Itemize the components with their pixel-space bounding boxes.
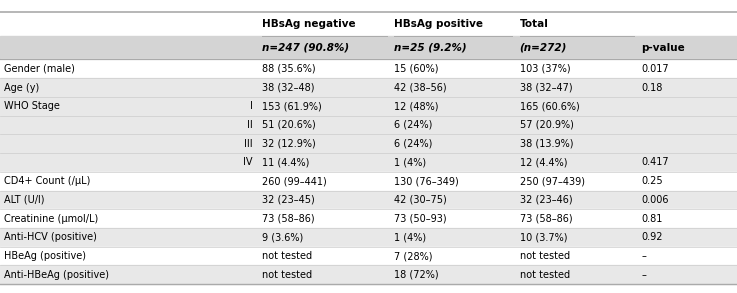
Bar <box>0 209 737 228</box>
Text: Gender (male): Gender (male) <box>4 64 74 74</box>
Text: 165 (60.6%): 165 (60.6%) <box>520 101 579 111</box>
Text: not tested: not tested <box>262 251 312 261</box>
Bar <box>0 153 737 172</box>
Text: ALT (U/l): ALT (U/l) <box>4 195 44 205</box>
Text: IV: IV <box>243 157 253 167</box>
Bar <box>0 228 737 247</box>
Bar <box>0 59 737 78</box>
Text: –: – <box>641 251 646 261</box>
Text: CD4+ Count (/μL): CD4+ Count (/μL) <box>4 176 90 186</box>
Text: 0.81: 0.81 <box>641 214 663 224</box>
Text: 0.18: 0.18 <box>641 83 663 93</box>
Text: 57 (20.9%): 57 (20.9%) <box>520 120 573 130</box>
Text: 38 (32–48): 38 (32–48) <box>262 83 314 93</box>
Text: 10 (3.7%): 10 (3.7%) <box>520 232 567 242</box>
Bar <box>0 78 737 97</box>
Text: 1 (4%): 1 (4%) <box>394 232 427 242</box>
Text: 7 (28%): 7 (28%) <box>394 251 433 261</box>
Text: 0.92: 0.92 <box>641 232 663 242</box>
Text: not tested: not tested <box>520 251 570 261</box>
Text: 0.417: 0.417 <box>641 157 668 167</box>
Text: 6 (24%): 6 (24%) <box>394 139 433 149</box>
Bar <box>0 172 737 190</box>
Bar <box>0 265 737 284</box>
Text: n=247 (90.8%): n=247 (90.8%) <box>262 43 349 53</box>
Text: 73 (58–86): 73 (58–86) <box>520 214 572 224</box>
Text: (n=272): (n=272) <box>520 43 567 53</box>
Text: HBsAg negative: HBsAg negative <box>262 19 355 29</box>
Bar <box>0 36 737 59</box>
Text: 250 (97–439): 250 (97–439) <box>520 176 584 186</box>
Text: 88 (35.6%): 88 (35.6%) <box>262 64 315 74</box>
Text: p-value: p-value <box>641 43 685 53</box>
Text: 12 (48%): 12 (48%) <box>394 101 439 111</box>
Text: Total: Total <box>520 19 548 29</box>
Text: 42 (30–75): 42 (30–75) <box>394 195 447 205</box>
Bar <box>0 116 737 134</box>
Text: HBsAg positive: HBsAg positive <box>394 19 483 29</box>
Text: 42 (38–56): 42 (38–56) <box>394 83 447 93</box>
Bar <box>0 134 737 153</box>
Text: 73 (58–86): 73 (58–86) <box>262 214 314 224</box>
Text: I: I <box>250 101 253 111</box>
Text: 32 (23–45): 32 (23–45) <box>262 195 315 205</box>
Text: HBeAg (positive): HBeAg (positive) <box>4 251 85 261</box>
Text: 51 (20.6%): 51 (20.6%) <box>262 120 315 130</box>
Text: 32 (12.9%): 32 (12.9%) <box>262 139 315 149</box>
Text: 9 (3.6%): 9 (3.6%) <box>262 232 303 242</box>
Bar <box>0 190 737 209</box>
Text: Anti-HBeAg (positive): Anti-HBeAg (positive) <box>4 270 108 280</box>
Bar <box>0 247 737 265</box>
Text: 15 (60%): 15 (60%) <box>394 64 439 74</box>
Text: II: II <box>247 120 253 130</box>
Text: 18 (72%): 18 (72%) <box>394 270 439 280</box>
Text: 11 (4.4%): 11 (4.4%) <box>262 157 309 167</box>
Text: not tested: not tested <box>262 270 312 280</box>
Text: 103 (37%): 103 (37%) <box>520 64 570 74</box>
Text: Creatinine (μmol/L): Creatinine (μmol/L) <box>4 214 98 224</box>
Text: –: – <box>641 270 646 280</box>
Text: WHO Stage: WHO Stage <box>4 101 60 111</box>
Text: 38 (13.9%): 38 (13.9%) <box>520 139 573 149</box>
Bar <box>0 97 737 116</box>
Text: 6 (24%): 6 (24%) <box>394 120 433 130</box>
Text: 12 (4.4%): 12 (4.4%) <box>520 157 567 167</box>
Text: 260 (99–441): 260 (99–441) <box>262 176 326 186</box>
Text: n=25 (9.2%): n=25 (9.2%) <box>394 43 467 53</box>
Text: Anti-HCV (positive): Anti-HCV (positive) <box>4 232 97 242</box>
Bar <box>0 12 737 36</box>
Text: not tested: not tested <box>520 270 570 280</box>
Text: III: III <box>244 139 253 149</box>
Text: 0.25: 0.25 <box>641 176 663 186</box>
Text: 0.006: 0.006 <box>641 195 668 205</box>
Text: 0.017: 0.017 <box>641 64 668 74</box>
Text: 130 (76–349): 130 (76–349) <box>394 176 459 186</box>
Text: 73 (50–93): 73 (50–93) <box>394 214 447 224</box>
Text: Age (y): Age (y) <box>4 83 39 93</box>
Text: 32 (23–46): 32 (23–46) <box>520 195 572 205</box>
Text: 153 (61.9%): 153 (61.9%) <box>262 101 321 111</box>
Text: 38 (32–47): 38 (32–47) <box>520 83 572 93</box>
Text: 1 (4%): 1 (4%) <box>394 157 427 167</box>
